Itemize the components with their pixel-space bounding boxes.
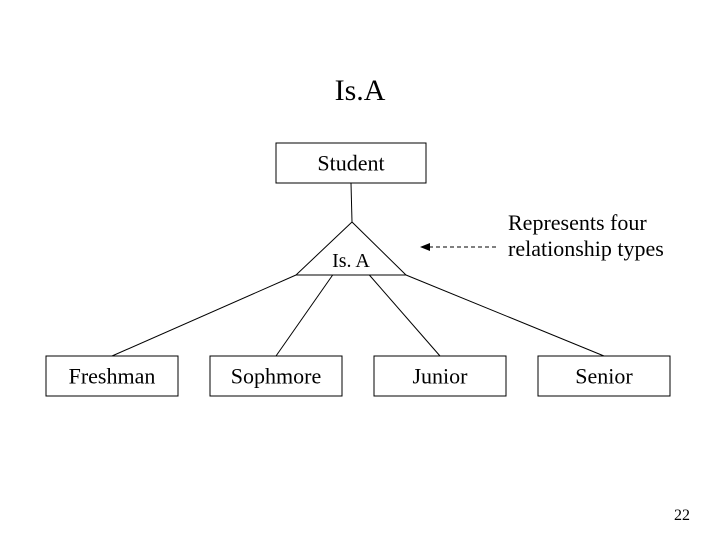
diagram-title: Is.A	[335, 74, 386, 107]
leaf-nodes: Freshman Sophmore Junior Senior	[46, 356, 670, 396]
isa-label: Is. A	[332, 250, 370, 272]
annotation-line1: Represents four	[508, 210, 647, 235]
edge-isa-leaf	[406, 275, 604, 356]
edges	[112, 275, 604, 356]
page-number: 22	[674, 507, 690, 524]
leaf-node: Freshman	[46, 356, 178, 396]
leaf-node: Sophmore	[210, 356, 342, 396]
annotation-line2: relationship types	[508, 236, 664, 261]
leaf-label: Freshman	[69, 364, 156, 389]
leaf-label: Sophmore	[231, 364, 321, 389]
leaf-node: Senior	[538, 356, 670, 396]
leaf-label: Senior	[575, 364, 633, 389]
edge-isa-leaf	[276, 275, 333, 356]
edge-root-isa	[351, 183, 352, 222]
leaf-node: Junior	[374, 356, 506, 396]
root-node: Student	[276, 143, 426, 183]
root-label: Student	[317, 151, 384, 176]
edge-isa-leaf	[369, 275, 440, 356]
annotation-arrow	[420, 243, 496, 251]
isa-triangle: Is. A	[296, 222, 406, 275]
isa-diagram: Is.A Student Is. A Represents four relat…	[0, 0, 720, 540]
edge-isa-leaf	[112, 275, 296, 356]
leaf-label: Junior	[413, 364, 469, 389]
